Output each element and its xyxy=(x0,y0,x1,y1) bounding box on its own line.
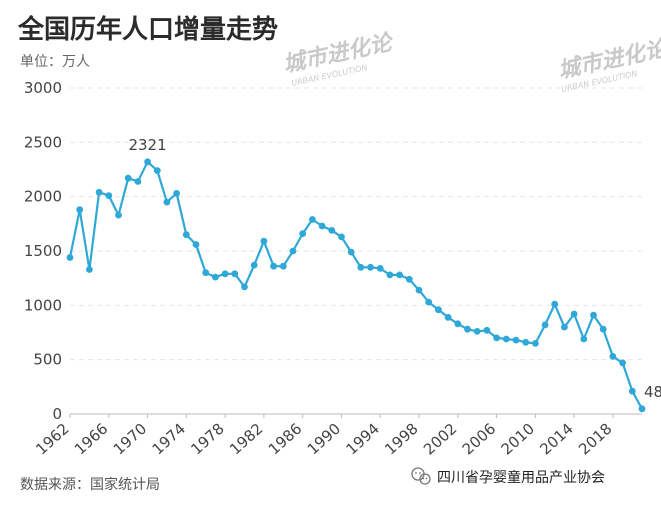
series-population-increase xyxy=(66,158,646,413)
data-point xyxy=(260,237,268,245)
unit-label: 单位：万人 xyxy=(20,54,90,70)
data-point xyxy=(415,286,423,294)
data-point xyxy=(570,310,578,318)
data-point xyxy=(105,192,113,200)
data-point xyxy=(212,273,219,281)
data-point xyxy=(396,271,403,279)
data-point xyxy=(76,206,84,214)
data-point xyxy=(163,198,171,206)
data-point xyxy=(444,313,452,321)
data-point xyxy=(192,241,200,248)
data-point xyxy=(590,311,597,319)
data-point xyxy=(425,298,433,306)
data-label: 2321 xyxy=(128,136,166,154)
data-point xyxy=(328,227,336,234)
association-badge: 四川省孕婴童用品产业协会 xyxy=(411,467,605,486)
data-label: 48 xyxy=(644,383,661,401)
data-point xyxy=(231,270,239,278)
data-point xyxy=(464,325,471,333)
y-tick-label: 500 xyxy=(33,351,62,369)
data-point xyxy=(619,359,626,367)
chart-title: 全国历年人口增量走势 xyxy=(17,14,278,45)
annotations: 2321 48 xyxy=(128,136,661,401)
data-point xyxy=(522,338,530,346)
data-point xyxy=(638,405,646,413)
data-point xyxy=(367,263,374,271)
data-point xyxy=(561,323,568,331)
data-point xyxy=(405,275,413,283)
data-point xyxy=(299,230,307,238)
data-point xyxy=(551,300,559,308)
data-point xyxy=(541,321,549,329)
data-point xyxy=(318,222,326,230)
y-tick-label: 1000 xyxy=(24,296,62,314)
data-point xyxy=(580,335,588,343)
data-point xyxy=(86,266,93,273)
data-point xyxy=(435,306,442,314)
data-point xyxy=(628,387,636,395)
data-point xyxy=(221,270,229,278)
data-point xyxy=(502,335,510,343)
wechat-icon xyxy=(411,467,431,485)
data-point xyxy=(386,271,394,279)
data-point xyxy=(95,188,103,196)
data-point xyxy=(289,247,297,255)
y-tick-label: 2000 xyxy=(24,188,62,206)
data-point xyxy=(182,231,190,239)
association-label: 四川省孕婴童用品产业协会 xyxy=(437,469,605,486)
data-point xyxy=(309,216,316,223)
data-point xyxy=(376,265,384,272)
data-point xyxy=(338,233,345,241)
data-point xyxy=(532,340,539,347)
data-point xyxy=(144,158,152,166)
data-point xyxy=(599,325,607,333)
data-point xyxy=(279,262,287,270)
data-point xyxy=(134,178,142,185)
y-tick-label: 1500 xyxy=(24,242,62,260)
data-point xyxy=(357,263,365,271)
data-point xyxy=(153,167,161,175)
data-point xyxy=(609,353,617,360)
data-point xyxy=(454,320,462,328)
data-point xyxy=(66,254,74,261)
source-label: 数据来源：国家统计局 xyxy=(20,476,160,493)
data-point xyxy=(250,261,258,269)
data-point xyxy=(173,190,181,197)
data-point xyxy=(270,262,277,270)
data-point xyxy=(241,283,248,291)
data-point xyxy=(115,211,122,219)
data-point xyxy=(124,174,132,182)
y-tick-label: 0 xyxy=(52,405,62,423)
y-tick-label: 2500 xyxy=(24,133,62,151)
y-axis-ticks: 0 500 1000 1500 2000 2500 3000 xyxy=(24,79,62,423)
data-point xyxy=(347,248,355,256)
y-tick-label: 3000 xyxy=(24,79,62,97)
data-point xyxy=(493,334,500,342)
data-point xyxy=(512,336,520,344)
data-point xyxy=(473,328,481,335)
data-point xyxy=(202,269,210,277)
series-line xyxy=(68,160,643,410)
data-point xyxy=(483,326,491,334)
